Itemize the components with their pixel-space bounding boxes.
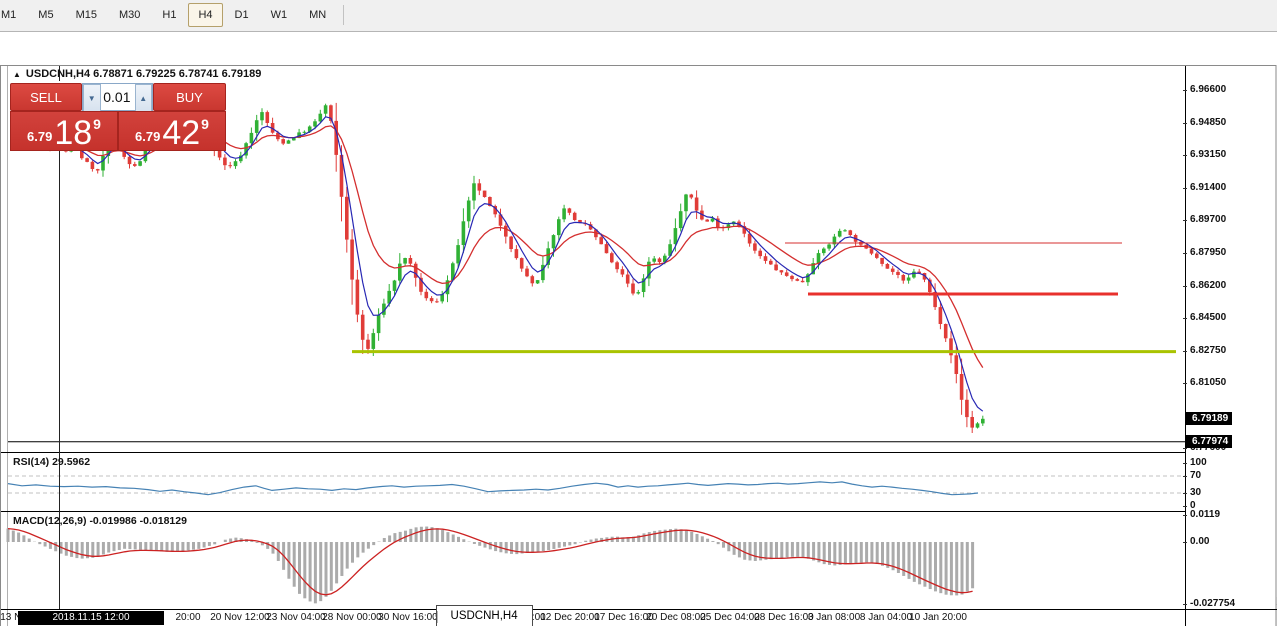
rsi-level-label: 100 bbox=[1183, 457, 1207, 468]
symbol-marker-icon: ▲ bbox=[13, 69, 21, 79]
rsi-label: RSI(14) 29.5962 bbox=[13, 456, 91, 468]
price-axis-label: 6.94850 bbox=[1182, 117, 1226, 128]
volume-input[interactable] bbox=[100, 84, 135, 110]
timeframe-button-d1[interactable]: D1 bbox=[234, 9, 249, 21]
rsi-level-label: 0 bbox=[1183, 500, 1196, 511]
rsi-level-label: 70 bbox=[1182, 470, 1201, 481]
volume-spinner: ▼ ▲ bbox=[82, 83, 153, 112]
time-axis-label: 23 Nov 04:00 bbox=[266, 612, 326, 623]
bid-price-marker: 6.79189 bbox=[1186, 412, 1233, 426]
price-axis-label: 6.82750 bbox=[1182, 345, 1226, 356]
time-axis-label: 30 Nov 16:00 bbox=[378, 612, 438, 623]
volume-increase-icon[interactable]: ▲ bbox=[134, 84, 152, 112]
ask-prefix: 6.79 bbox=[135, 129, 161, 144]
bid-big-digits: 18 bbox=[54, 114, 93, 152]
time-axis-label: 20 Dec 08:00 bbox=[646, 612, 706, 623]
macd-label: MACD(12,26,9) -0.019986 -0.018129 bbox=[13, 515, 187, 527]
timeframe-button-m1[interactable]: M1 bbox=[1, 9, 17, 21]
chart-tab-usdcnh[interactable]: USDCNH,H4 bbox=[435, 605, 533, 626]
bid-sup-digit: 9 bbox=[93, 116, 101, 132]
macd-axis-label: -0.027754 bbox=[1182, 598, 1235, 609]
price-axis-label: 6.86200 bbox=[1182, 280, 1226, 291]
time-axis-label: 28 Dec 16:00 bbox=[754, 612, 814, 623]
time-axis-label: 3 Jan 08:00 bbox=[807, 612, 861, 623]
timeframe-button-m30[interactable]: M30 bbox=[118, 9, 141, 21]
timeframe-button-h4[interactable]: H4 bbox=[188, 3, 223, 27]
time-axis-label: 20:00 bbox=[175, 612, 201, 623]
rsi-level-label: 30 bbox=[1182, 487, 1201, 498]
ask-big-digits: 42 bbox=[162, 114, 201, 152]
sell-button[interactable]: SELL bbox=[10, 83, 82, 111]
buy-button[interactable]: BUY bbox=[153, 83, 226, 111]
time-axis-label: 8 Jan 04:00 bbox=[859, 612, 913, 623]
macd-signal-line bbox=[7, 527, 973, 596]
hline-price-marker: 6.77974 bbox=[1186, 435, 1233, 449]
time-axis-label: 25 Dec 04:00 bbox=[700, 612, 760, 623]
price-axis-label: 6.93150 bbox=[1182, 149, 1226, 160]
chart-title: ▲ USDCNH,H4 6.78871 6.79225 6.78741 6.79… bbox=[13, 68, 261, 80]
price-axis-label: 6.96600 bbox=[1182, 84, 1226, 95]
price-axis-label: 6.89700 bbox=[1182, 214, 1226, 225]
chart-canvas[interactable] bbox=[0, 64, 1277, 626]
timeframe-button-m5[interactable]: M5 bbox=[38, 9, 54, 21]
time-axis-label: 10 Jan 20:00 bbox=[909, 612, 967, 623]
chart-window: ▲ USDCNH,H4 6.78871 6.79225 6.78741 6.79… bbox=[0, 32, 1277, 626]
chart-title-text: USDCNH,H4 6.78871 6.79225 6.78741 6.7918… bbox=[25, 68, 262, 80]
crosshair-date-badge: 2018.11.15 12:00 bbox=[18, 611, 164, 625]
timeframe-button-w1[interactable]: W1 bbox=[270, 9, 288, 21]
timeframe-button-m15[interactable]: M15 bbox=[75, 9, 97, 21]
time-axis-label: 28 Nov 00:00 bbox=[322, 612, 382, 623]
timeframe-button-h1[interactable]: H1 bbox=[162, 9, 177, 21]
price-axis-label: 6.91400 bbox=[1182, 182, 1226, 193]
one-click-trade-panel: SELL ▼ ▲ BUY 6.79 18 9 6.79 42 9 bbox=[8, 81, 226, 151]
ask-quote-button[interactable]: 6.79 42 9 bbox=[118, 111, 226, 151]
macd-axis-label: 0.0119 bbox=[1182, 509, 1220, 520]
price-axis-label: 6.84500 bbox=[1182, 312, 1226, 323]
timeframe-toolbar: M1 M5 M15 M30 H1 H4 D1 W1 MN bbox=[0, 0, 1277, 32]
toolbar-separator bbox=[343, 5, 345, 25]
macd-axis-label: 0.00 bbox=[1182, 536, 1209, 547]
ask-sup-digit: 9 bbox=[201, 116, 209, 132]
time-axis-label: 12 Dec 20:00 bbox=[540, 612, 600, 623]
bid-quote-button[interactable]: 6.79 18 9 bbox=[10, 111, 118, 151]
price-axis-label: 6.81050 bbox=[1182, 377, 1226, 388]
timeframe-button-mn[interactable]: MN bbox=[309, 9, 327, 21]
time-axis-label: 20 Nov 12:00 bbox=[210, 612, 270, 623]
rsi-line bbox=[7, 481, 979, 496]
bid-prefix: 6.79 bbox=[27, 129, 53, 144]
chart-window-border bbox=[0, 65, 1277, 626]
volume-decrease-icon[interactable]: ▼ bbox=[83, 84, 101, 112]
price-axis-label: 6.87950 bbox=[1182, 247, 1226, 258]
timeframe-buttons: M1 M5 M15 M30 H1 H4 D1 W1 MN bbox=[0, 3, 350, 27]
time-axis-label: 17 Dec 16:00 bbox=[594, 612, 654, 623]
